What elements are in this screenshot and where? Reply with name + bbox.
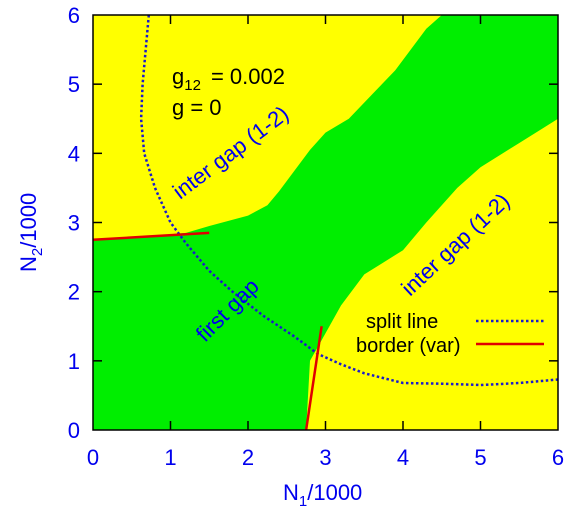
- x-tick-label-2: 2: [242, 445, 254, 470]
- tick-labels: 0 1 2 3 4 5 6 0 1 2 3 4 5 6: [68, 3, 564, 470]
- g-annotation: g = 0: [172, 95, 222, 120]
- legend: split line border (var): [356, 311, 544, 357]
- border-segment-0: [92, 231, 210, 242]
- y-tick-label-6: 6: [68, 3, 80, 28]
- y-tick-label-0: 0: [68, 418, 80, 443]
- g12-annotation: g12 = 0.002: [172, 64, 285, 94]
- x-tick-label-3: 3: [319, 445, 331, 470]
- y-tick-label-4: 4: [68, 141, 80, 166]
- border-segment-1: [304, 326, 323, 431]
- x-axis-label: N1/1000: [283, 480, 362, 510]
- y-tick-label-5: 5: [68, 72, 80, 97]
- plot-frame: [92, 14, 559, 431]
- x-tick-label-6: 6: [552, 445, 564, 470]
- x-tick-label-4: 4: [397, 445, 409, 470]
- y-tick-label-2: 2: [68, 280, 80, 305]
- first-gap-region: [93, 15, 558, 430]
- y-tick-label-3: 3: [68, 211, 80, 236]
- axis-ticks: [93, 15, 558, 430]
- legend-label-split-line: split line: [366, 311, 438, 333]
- legend-label-border: border (var): [356, 335, 460, 357]
- split-line-series: [139, 14, 559, 387]
- y-tick-label-1: 1: [68, 349, 80, 374]
- x-tick-label-5: 5: [474, 445, 486, 470]
- y-axis-label: N2/1000: [16, 193, 46, 272]
- x-tick-label-1: 1: [164, 445, 176, 470]
- border-series: [92, 231, 323, 431]
- x-tick-label-0: 0: [87, 445, 99, 470]
